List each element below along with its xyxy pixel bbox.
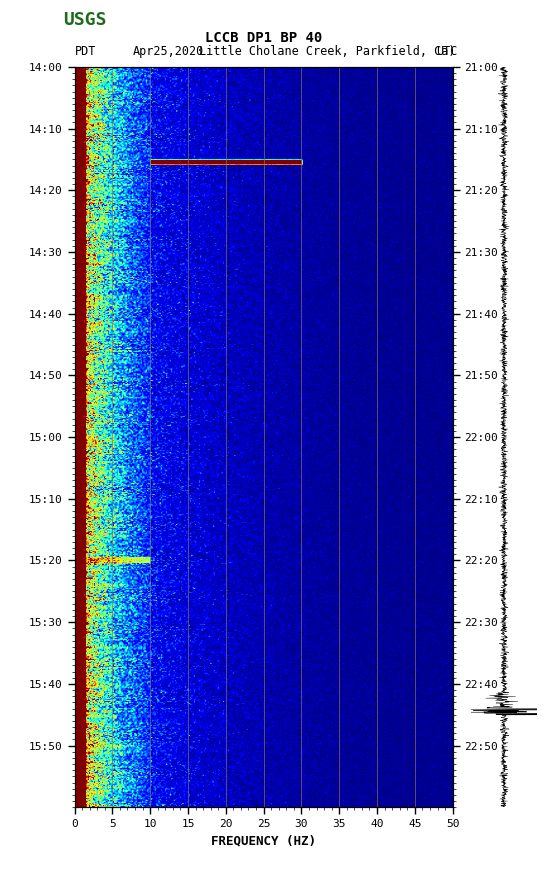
Text: Apr25,2020: Apr25,2020 bbox=[132, 45, 204, 58]
Text: UTC: UTC bbox=[436, 45, 458, 58]
X-axis label: FREQUENCY (HZ): FREQUENCY (HZ) bbox=[211, 835, 316, 847]
Text: USGS: USGS bbox=[63, 11, 107, 29]
Text: PDT: PDT bbox=[75, 45, 96, 58]
Text: Little Cholane Creek, Parkfield, Ca): Little Cholane Creek, Parkfield, Ca) bbox=[199, 45, 455, 58]
Text: LCCB DP1 BP 40: LCCB DP1 BP 40 bbox=[205, 31, 322, 45]
